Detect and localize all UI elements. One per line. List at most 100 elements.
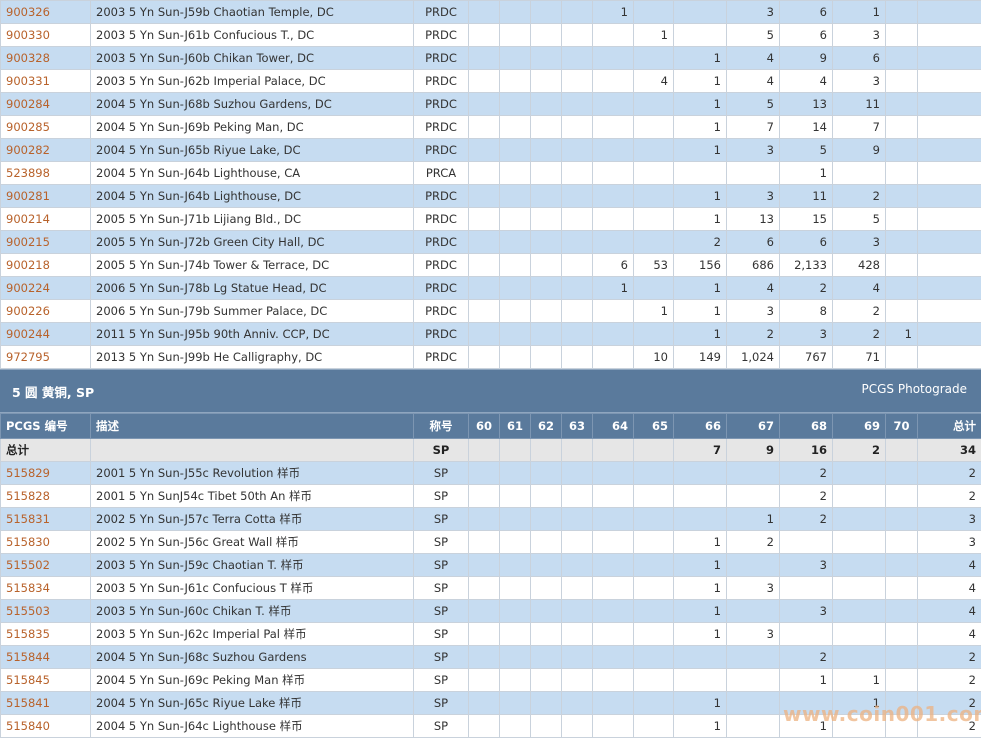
total-grade-61: [499, 438, 531, 462]
grade-count-cell: [499, 322, 531, 346]
total-grade-66: 7: [673, 438, 727, 462]
grade-count-cell: [885, 668, 918, 692]
grade-count-cell: [592, 576, 634, 600]
pcgs-code-link[interactable]: 900214: [0, 207, 91, 231]
grade-count-cell: [885, 115, 918, 139]
coin-description: 2005 5 Yn Sun-J74b Tower & Terrace, DC: [90, 253, 414, 277]
pcgs-code-link[interactable]: 515503: [0, 599, 91, 623]
grade-count-cell: [592, 599, 634, 623]
coin-description: 2004 5 Yn Sun-J64b Lighthouse, CA: [90, 161, 414, 185]
pcgs-code-link[interactable]: 900285: [0, 115, 91, 139]
grade-count-cell: 1: [673, 69, 727, 93]
pcgs-code-link[interactable]: 515845: [0, 668, 91, 692]
col-header-designation: 称号: [413, 413, 469, 439]
grade-count-cell: 5: [726, 23, 780, 47]
grade-count-cell: [633, 668, 674, 692]
grade-count-cell: 2: [779, 645, 833, 669]
grade-count-cell: [530, 0, 562, 24]
grade-count-cell: [592, 714, 634, 738]
grade-count-cell: [917, 184, 981, 208]
pcgs-code-link[interactable]: 900282: [0, 138, 91, 162]
grade-count-cell: [779, 576, 833, 600]
pcgs-code-link[interactable]: 515841: [0, 691, 91, 715]
pcgs-code-link[interactable]: 515829: [0, 461, 91, 485]
pcgs-code-link[interactable]: 900281: [0, 184, 91, 208]
pcgs-code-link[interactable]: 972795: [0, 345, 91, 369]
grade-count-cell: 4: [633, 69, 674, 93]
pcgs-code-link[interactable]: 900244: [0, 322, 91, 346]
pcgs-code-link[interactable]: 900284: [0, 92, 91, 116]
pcgs-code-link[interactable]: 515835: [0, 622, 91, 646]
grade-count-cell: [561, 23, 593, 47]
grade-count-cell: [561, 691, 593, 715]
pcgs-code-link[interactable]: 900226: [0, 299, 91, 323]
coin-description: 2006 5 Yn Sun-J78b Lg Statue Head, DC: [90, 276, 414, 300]
pcgs-code-link[interactable]: 900331: [0, 69, 91, 93]
grade-count-cell: [499, 576, 531, 600]
designation-cell: SP: [413, 668, 469, 692]
row-total-cell: 4: [917, 599, 981, 623]
grade-count-cell: 6: [779, 230, 833, 254]
grade-count-cell: [592, 322, 634, 346]
pcgs-code-link[interactable]: 900218: [0, 253, 91, 277]
grade-count-cell: [468, 484, 500, 508]
col-header-64: 64: [592, 413, 634, 439]
grade-count-cell: [499, 138, 531, 162]
pcgs-code-link[interactable]: 900224: [0, 276, 91, 300]
pcgs-code-link[interactable]: 900215: [0, 230, 91, 254]
grade-count-cell: [561, 484, 593, 508]
grade-count-cell: 5: [779, 138, 833, 162]
grade-count-cell: [673, 461, 727, 485]
coin-description: 2004 5 Yn Sun-J64c Lighthouse 样币: [90, 714, 414, 738]
grade-count-cell: [468, 0, 500, 24]
grade-count-cell: [561, 461, 593, 485]
pcgs-code-link[interactable]: 515831: [0, 507, 91, 531]
pcgs-code-link[interactable]: 515834: [0, 576, 91, 600]
grade-count-cell: 5: [726, 92, 780, 116]
designation-cell: SP: [413, 714, 469, 738]
table-row: 900328 2003 5 Yn Sun-J60b Chikan Tower, D…: [0, 46, 981, 70]
grade-count-cell: [917, 69, 981, 93]
grade-count-cell: 11: [832, 92, 886, 116]
grade-count-cell: 149: [673, 345, 727, 369]
grade-count-cell: [561, 645, 593, 669]
table-row: 900244 2011 5 Yn Sun-J95b 90th Anniv. CCP…: [0, 322, 981, 346]
grade-count-cell: [468, 230, 500, 254]
pcgs-code-link[interactable]: 515502: [0, 553, 91, 577]
pcgs-code-link[interactable]: 900328: [0, 46, 91, 70]
grade-count-cell: [468, 714, 500, 738]
pcgs-code-link[interactable]: 523898: [0, 161, 91, 185]
pcgs-code-link[interactable]: 900330: [0, 23, 91, 47]
designation-cell: SP: [413, 576, 469, 600]
grade-count-cell: 1: [673, 46, 727, 70]
pcgs-code-link[interactable]: 900326: [0, 0, 91, 24]
grade-count-cell: [592, 230, 634, 254]
grade-count-cell: 1: [673, 322, 727, 346]
table-row: 515834 2003 5 Yn Sun-J61c Confucious T 样币…: [0, 576, 981, 600]
grade-count-cell: [592, 484, 634, 508]
grade-count-cell: [499, 553, 531, 577]
row-total-cell: 2: [917, 668, 981, 692]
table-row: 515831 2002 5 Yn Sun-J57c Terra Cotta 样币 S…: [0, 507, 981, 531]
table-row: 972795 2013 5 Yn Sun-J99b He Calligraphy,…: [0, 345, 981, 369]
pcgs-code-link[interactable]: 515844: [0, 645, 91, 669]
grade-count-cell: [561, 576, 593, 600]
photograde-link[interactable]: PCGS Photograde: [861, 382, 967, 396]
grade-count-cell: 1: [673, 207, 727, 231]
pcgs-code-link[interactable]: 515840: [0, 714, 91, 738]
grade-count-cell: [499, 0, 531, 24]
grade-count-cell: [561, 322, 593, 346]
grade-count-cell: [633, 599, 674, 623]
grade-count-cell: [885, 253, 918, 277]
grade-count-cell: [530, 207, 562, 231]
coin-description: 2003 5 Yn Sun-J61b Confucious T., DC: [90, 23, 414, 47]
grade-count-cell: 1,024: [726, 345, 780, 369]
pcgs-code-link[interactable]: 515828: [0, 484, 91, 508]
grade-count-cell: [561, 714, 593, 738]
pcgs-code-link[interactable]: 515830: [0, 530, 91, 554]
grade-count-cell: [633, 484, 674, 508]
grade-count-cell: [917, 207, 981, 231]
total-grade-70: [885, 438, 918, 462]
total-grade-67: 9: [726, 438, 780, 462]
grade-count-cell: [885, 345, 918, 369]
